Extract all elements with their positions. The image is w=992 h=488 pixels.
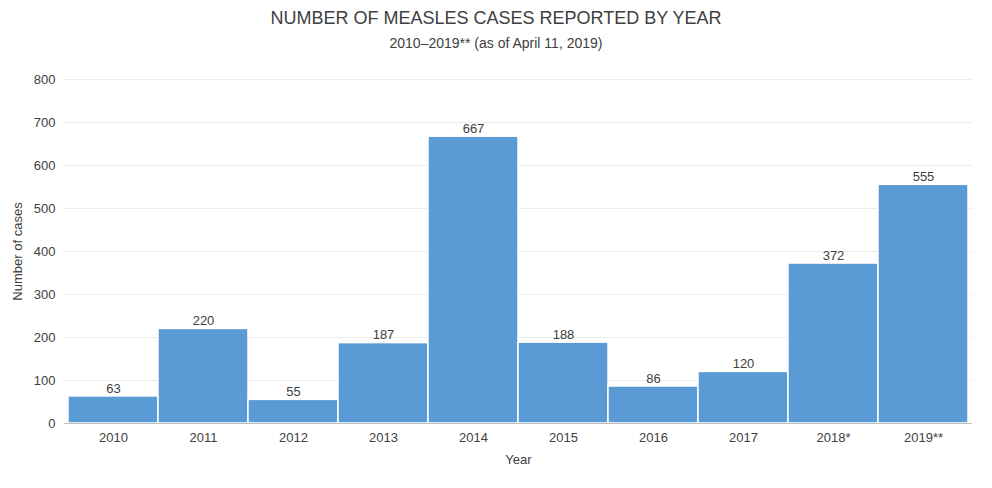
svg-text:555: 555 xyxy=(913,169,935,184)
svg-text:0: 0 xyxy=(48,416,55,431)
svg-text:2013: 2013 xyxy=(369,430,398,445)
html-text:NUMBER OF MEASLES CASES REPORT: NUMBER OF MEASLES CASES REPORTED BY YEAR xyxy=(270,8,722,28)
svg-text:800: 800 xyxy=(34,72,56,87)
svg-text:120: 120 xyxy=(733,356,755,371)
html-text:2010–2019** (as of April 11, 2: 2010–2019** (as of April 11, 2019) xyxy=(389,35,603,51)
svg-text:220: 220 xyxy=(193,313,215,328)
svg-text:2018*: 2018* xyxy=(817,430,851,445)
svg-text:Number of cases: Number of cases xyxy=(10,202,25,301)
svg-text:100: 100 xyxy=(34,373,56,388)
svg-text:187: 187 xyxy=(373,327,395,342)
svg-text:372: 372 xyxy=(823,248,845,263)
svg-text:2010: 2010 xyxy=(99,430,128,445)
svg-text:2019**: 2019** xyxy=(904,430,943,445)
svg-text:86: 86 xyxy=(646,371,660,386)
svg-text:500: 500 xyxy=(34,201,56,216)
svg-text:300: 300 xyxy=(34,287,56,302)
svg-text:2012: 2012 xyxy=(279,430,308,445)
svg-text:600: 600 xyxy=(34,158,56,173)
svg-text:63: 63 xyxy=(106,381,120,396)
svg-text:2017: 2017 xyxy=(729,430,758,445)
svg-text:2011: 2011 xyxy=(190,430,218,445)
svg-text:200: 200 xyxy=(34,330,56,345)
svg-text:667: 667 xyxy=(463,121,485,136)
svg-text:2014: 2014 xyxy=(459,430,488,445)
svg-text:188: 188 xyxy=(553,327,575,342)
svg-text:55: 55 xyxy=(286,384,300,399)
svg-text:400: 400 xyxy=(34,244,56,259)
svg-text:Year: Year xyxy=(505,452,532,467)
svg-text:700: 700 xyxy=(34,115,56,130)
svg-text:2016: 2016 xyxy=(639,430,668,445)
svg-text:2015: 2015 xyxy=(549,430,578,445)
